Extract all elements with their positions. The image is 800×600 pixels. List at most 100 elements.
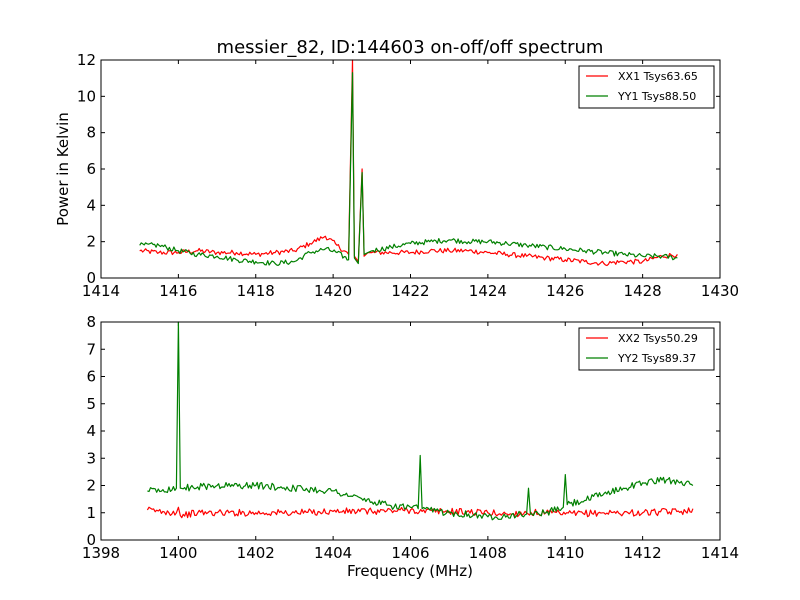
- bottom-series-yy-point: [162, 489, 163, 490]
- bottom-y-tick-label: 4: [86, 422, 96, 440]
- top-series-xx-point: [139, 250, 140, 251]
- bottom-series-yy-point: [449, 512, 450, 513]
- top-series-yy-point: [603, 252, 604, 253]
- top-series-yy-point: [565, 248, 566, 249]
- top-plot-lines: [139, 59, 678, 267]
- bottom-series-yy-point: [255, 485, 256, 486]
- top-series-xx-point: [468, 250, 469, 251]
- bottom-x-tick-label: 1402: [237, 544, 275, 562]
- top-series-xx-point: [487, 252, 488, 253]
- top-series-yy-point: [336, 252, 337, 253]
- bottom-axes-frame: [100, 321, 721, 541]
- top-legend-yy1-label: YY1 Tsys88.50: [617, 90, 696, 103]
- bottom-series-yy-point: [642, 482, 643, 483]
- top-y-tick-label: 2: [86, 233, 96, 251]
- top-x-tick-label: 1428: [624, 282, 662, 300]
- top-legend-xx1-label: XX1 Tsys63.65: [618, 70, 698, 83]
- top-series-xx-point: [236, 252, 237, 253]
- top-y-tick-label: 6: [86, 160, 96, 178]
- top-series-yy-point: [661, 256, 662, 257]
- bottom-series-yy-point: [526, 514, 527, 515]
- top-series-xx-point: [158, 252, 159, 253]
- top-series-yy-point: [449, 239, 450, 240]
- top-series-xx-point: [294, 250, 295, 251]
- bottom-series-xx-point: [176, 512, 177, 513]
- bottom-y-tick-label: 8: [86, 313, 96, 331]
- bottom-series-yy-point: [333, 490, 334, 491]
- bottom-series-yy-point: [391, 505, 392, 506]
- bottom-legend-xx2-label: XX2 Tsys50.29: [618, 332, 698, 345]
- bottom-x-tick-labels: 1398 1400 1402 1404 1406 1408 1410 1412 1414: [82, 544, 739, 562]
- top-series-yy-point: [352, 72, 353, 73]
- bottom-legend-box: [578, 327, 715, 371]
- bottom-series-yy-point: [507, 515, 508, 516]
- bottom-series-yy-point: [487, 516, 488, 517]
- top-x-tick-label: 1424: [469, 282, 507, 300]
- bottom-series-yy-point: [528, 488, 529, 489]
- top-series-yy-point: [216, 256, 217, 257]
- top-series-yy-point: [139, 245, 140, 246]
- bottom-series-yy-point: [147, 490, 148, 491]
- bottom-series-yy-point: [371, 501, 372, 502]
- bottom-x-tick-label: 1404: [314, 544, 352, 562]
- top-series-xx-point: [677, 254, 678, 255]
- top-series-yy-point: [429, 241, 430, 242]
- bottom-legend: XX2 Tsys50.29 YY2 Tsys89.37: [578, 327, 715, 371]
- top-series-xx-point: [391, 252, 392, 253]
- bottom-x-tick-label: 1414: [701, 544, 739, 562]
- top-x-tick-label: 1420: [314, 282, 352, 300]
- bottom-series-xx-point: [178, 507, 179, 508]
- top-series-yy-point: [363, 254, 364, 255]
- top-series-xx-point: [565, 259, 566, 260]
- bottom-y-tick-labels: 0 1 2 3 4 5 6 7 8: [86, 313, 96, 549]
- bottom-series-yy-point: [422, 508, 423, 509]
- top-series-xx-point: [507, 254, 508, 255]
- bottom-x-tick-label: 1408: [469, 544, 507, 562]
- top-series-yy-point: [391, 247, 392, 248]
- bottom-x-tick-label: 1406: [391, 544, 429, 562]
- bottom-series-xx-point: [180, 515, 181, 516]
- top-series-xx-point: [410, 252, 411, 253]
- top-series-yy-point: [325, 248, 326, 249]
- bottom-series-xx-point: [371, 511, 372, 512]
- bottom-series-yy-point: [545, 512, 546, 513]
- top-series-yy-point: [623, 254, 624, 255]
- bottom-series-yy-point: [623, 488, 624, 489]
- bottom-plot-lines: [146, 321, 694, 521]
- top-y-tick-label: 8: [86, 124, 96, 142]
- bottom-legend-yy2-label: YY2 Tsys89.37: [617, 352, 696, 365]
- top-series-xx-point: [623, 261, 624, 262]
- bottom-series-xx-point: [216, 512, 217, 513]
- bottom-series-yy-point: [567, 504, 568, 505]
- bottom-series-yy-point: [176, 488, 177, 489]
- bottom-x-tick-label: 1412: [624, 544, 662, 562]
- bottom-y-tick-label: 6: [86, 368, 96, 386]
- bottom-series-xx-point: [197, 512, 198, 513]
- bottom-series-xx-point: [422, 511, 423, 512]
- top-series-yy-point: [410, 243, 411, 244]
- top-series-yy-point: [358, 263, 359, 264]
- top-series-yy-point: [371, 250, 372, 251]
- bottom-series-xx-line: [146, 506, 694, 519]
- top-series-yy-point: [545, 247, 546, 248]
- bottom-series-yy-point: [603, 493, 604, 494]
- bottom-series-xx-point: [410, 509, 411, 510]
- bottom-y-tick-label: 5: [86, 395, 96, 413]
- top-series-yy-point: [158, 245, 159, 246]
- bottom-series-yy-point: [420, 455, 421, 456]
- top-y-axis-label: Power in Kelvin: [54, 112, 72, 226]
- bottom-series-yy-point: [410, 507, 411, 508]
- bottom-series-yy-point: [418, 508, 419, 509]
- bottom-series-yy-line: [147, 321, 694, 521]
- bottom-series-yy-point: [661, 479, 662, 480]
- bottom-series-xx-point: [565, 514, 566, 515]
- top-series-yy-point: [642, 256, 643, 257]
- top-series-xx-point: [336, 245, 337, 246]
- top-x-tick-label: 1414: [82, 282, 120, 300]
- bottom-series-xx-point: [681, 511, 682, 512]
- top-y-tick-label: 10: [77, 87, 96, 105]
- bottom-x-tick-label: 1400: [159, 544, 197, 562]
- bottom-series-xx-point: [333, 511, 334, 512]
- bottom-series-xx-point: [162, 511, 163, 512]
